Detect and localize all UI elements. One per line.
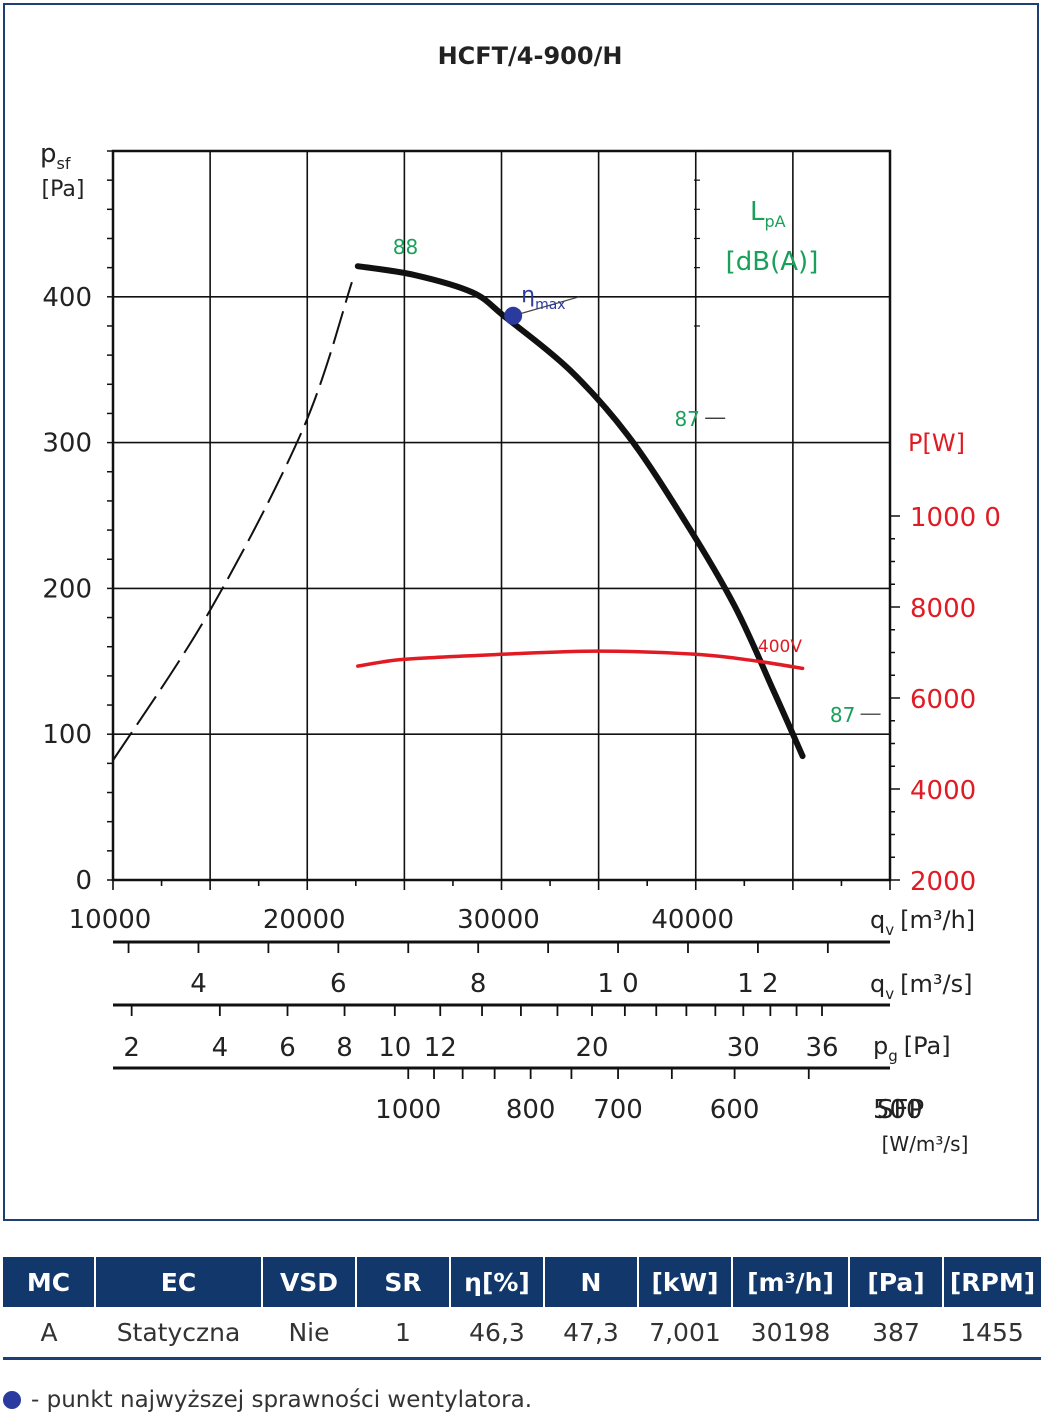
cell-flow: 30198 <box>732 1307 849 1360</box>
cell-pressure: 387 <box>849 1307 943 1360</box>
y-tick-label: 200 <box>42 574 92 604</box>
header-n: N <box>544 1257 639 1307</box>
qv-m3s-unit: qv [m³/s] <box>870 970 972 1003</box>
sfp-tick-label: 500 <box>873 1095 923 1125</box>
chart-title: HCFT/4-900/H <box>438 42 623 70</box>
header-vsd: VSD <box>262 1257 357 1307</box>
sfp-tick-label: 800 <box>506 1095 556 1125</box>
eta-max-label: ηmax <box>521 283 565 313</box>
legend-note: - punkt najwyższej sprawności wentylator… <box>3 1384 532 1416</box>
cell-kw: 7,001 <box>638 1307 732 1360</box>
sfp-unit: [W/m³/s] <box>882 1132 969 1156</box>
power-tick-label: 2000 <box>910 867 976 897</box>
noise-axis-unit: [dB(A)] <box>726 247 819 277</box>
cell-vsd: Nie <box>262 1307 356 1360</box>
table-row: A Statyczna Nie 1 46,3 47,3 7,001 30198 … <box>3 1307 1041 1360</box>
pg-tick-label: 10 <box>378 1033 411 1063</box>
eta-max-marker <box>504 306 523 325</box>
x-tick-label: 40000 <box>651 905 734 935</box>
x-axis-unit: qv [m³/h] <box>870 906 975 939</box>
y-axis-label: psf <box>40 139 71 173</box>
y-tick-label: 0 <box>75 866 92 896</box>
qv-m3s-tick-label: 1 0 <box>597 969 638 999</box>
power-tick-label: 8000 <box>910 594 976 624</box>
power-tick-label: 4000 <box>910 776 976 806</box>
y-tick-label: 100 <box>42 720 92 750</box>
power-tick-label: 1000 0 <box>910 503 1001 533</box>
power-curve-label: 400V <box>758 637 802 657</box>
header-rpm: [RPM] <box>943 1257 1041 1307</box>
eta-max-legend-icon <box>3 1391 21 1409</box>
sfp-tick-label: 1000 <box>375 1095 441 1125</box>
power-tick-label: 6000 <box>910 685 976 715</box>
table-header-row: MC EC VSD SR η[%] N [kW] [m³/h] [Pa] [RP… <box>3 1257 1041 1307</box>
y-tick-label: 400 <box>42 283 92 313</box>
power-axis-label: P[W] <box>908 429 965 457</box>
x-tick-label: 10000 <box>69 905 152 935</box>
pg-tick-label: 2 <box>123 1033 140 1063</box>
pg-tick-label: 20 <box>575 1033 608 1063</box>
chart-frame <box>3 3 1039 1221</box>
qv-m3s-tick-label: 4 <box>190 969 207 999</box>
qv-m3s-tick-label: 6 <box>330 969 347 999</box>
cell-n: 47,3 <box>544 1307 638 1360</box>
pg-tick-label: 36 <box>805 1033 838 1063</box>
x-tick-label: 30000 <box>457 905 540 935</box>
sfp-label: SFP <box>877 1095 924 1125</box>
pg-tick-label: 30 <box>727 1033 760 1063</box>
header-pressure: [Pa] <box>849 1257 944 1307</box>
pressure-curve-dashed <box>112 281 353 761</box>
header-flow: [m³/h] <box>732 1257 850 1307</box>
pg-tick-label: 4 <box>212 1033 229 1063</box>
performance-chart: HCFT/4-900/H 0 100 200 300 400 psf [Pa] 10000 200… <box>40 42 1001 1156</box>
pg-unit: pg [Pa] <box>873 1032 951 1065</box>
x-tick-label: 20000 <box>263 905 346 935</box>
cell-rpm: 1455 <box>943 1307 1041 1360</box>
header-mc: MC <box>3 1257 96 1307</box>
power-curve <box>356 649 805 671</box>
header-kw: [kW] <box>638 1257 733 1307</box>
sfp-tick-label: 600 <box>710 1095 760 1125</box>
header-sr: SR <box>356 1257 451 1307</box>
noise-label: 88 <box>393 235 418 259</box>
cell-efficiency: 46,3 <box>450 1307 544 1360</box>
y-tick-label: 300 <box>42 429 92 459</box>
qv-m3s-tick-label: 1 2 <box>737 969 778 999</box>
noise-label: 87 <box>830 703 855 727</box>
noise-label: 87 <box>674 407 699 431</box>
pg-tick-label: 8 <box>336 1033 353 1063</box>
pg-tick-label: 6 <box>279 1033 296 1063</box>
eta-max-leader <box>512 296 580 317</box>
cell-mc: A <box>3 1307 95 1360</box>
sfp-tick-label: 700 <box>593 1095 643 1125</box>
qv-m3s-tick-label: 8 <box>470 969 487 999</box>
noise-axis-label: LpA <box>750 197 786 231</box>
legend-note-text: - punkt najwyższej sprawności wentylator… <box>31 1387 533 1413</box>
y-axis-unit: [Pa] <box>42 177 85 202</box>
cell-sr: 1 <box>356 1307 450 1360</box>
cell-ec: Statyczna <box>95 1307 262 1360</box>
pressure-curve <box>354 263 806 760</box>
header-efficiency: η[%] <box>450 1257 545 1307</box>
pg-tick-label: 12 <box>424 1033 457 1063</box>
fan-specs-table: MC EC VSD SR η[%] N [kW] [m³/h] [Pa] [RP… <box>3 1257 1041 1360</box>
header-ec: EC <box>95 1257 263 1307</box>
